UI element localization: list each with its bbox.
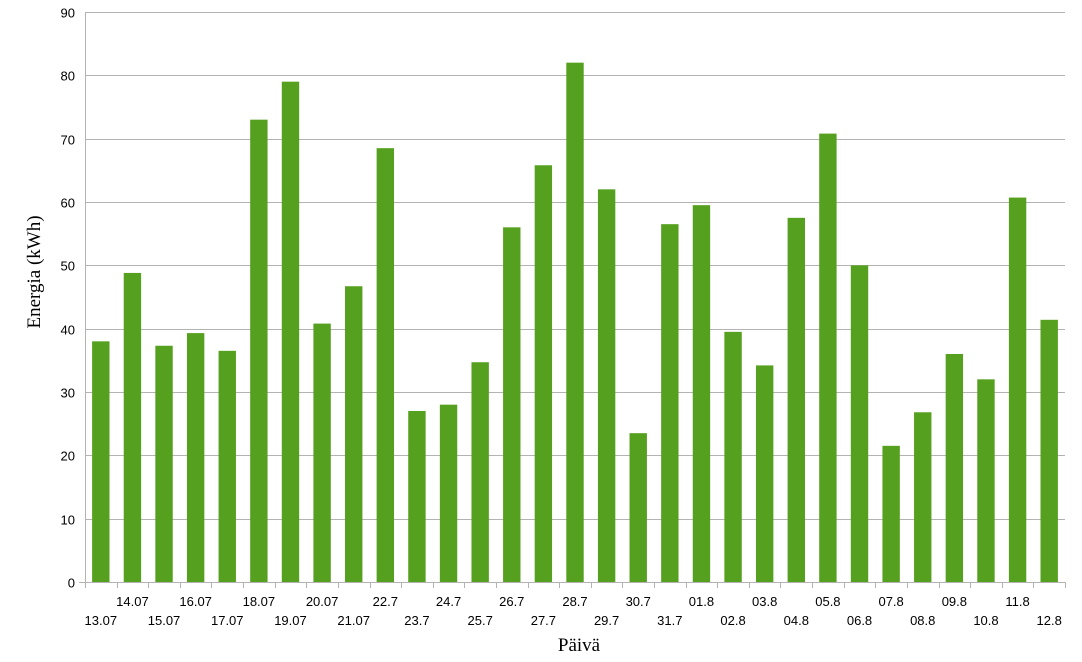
- x-tick-label: 02.8: [720, 613, 745, 628]
- x-tick-label: 31.7: [657, 613, 682, 628]
- y-tick-label: 30: [61, 386, 75, 401]
- x-tick-label: 19.07: [274, 613, 307, 628]
- x-tick-label: 11.8: [1005, 594, 1029, 609]
- bar-14.07: [123, 272, 142, 582]
- x-tick-label: 25.7: [468, 613, 493, 628]
- x-tick-label: 04.8: [784, 613, 809, 628]
- y-tick-label: 50: [61, 259, 75, 274]
- bar-18.07: [250, 119, 268, 583]
- x-tick-label: 30.7: [626, 594, 651, 609]
- x-tick-label: 17.07: [211, 613, 244, 628]
- x-tick-label: 24.7: [436, 594, 461, 609]
- y-tick-labels: 0 10 20 30 40 50 60 70 80 90: [61, 6, 75, 591]
- x-tick-label: 27.7: [531, 613, 556, 628]
- x-tick-labels: 13.07 14.07 15.07 16.07 17.07 18.07 19.07 20.07…: [85, 594, 1062, 628]
- x-tick-label: 07.8: [878, 594, 903, 609]
- x-tick-label: 18.07: [243, 594, 276, 609]
- bar-20.07: [313, 323, 331, 582]
- bar-11.8: [1008, 197, 1027, 582]
- bar-10.8: [977, 379, 995, 582]
- x-tick-label: 14.07: [116, 594, 149, 609]
- y-tick-label: 80: [61, 69, 75, 84]
- y-tick-label: 10: [61, 513, 75, 528]
- y-axis-title: Energia (kWh): [24, 215, 45, 328]
- x-axis-title: Päivä: [558, 635, 601, 656]
- bar-27.7: [534, 165, 553, 582]
- bar-29.7: [597, 189, 616, 582]
- bar-01.8: [692, 205, 711, 583]
- bar-22.7: [376, 148, 395, 583]
- bar-08.8: [914, 412, 932, 582]
- bar-30.7: [629, 433, 647, 582]
- y-tick-label: 60: [61, 196, 75, 211]
- y-tick-label: 40: [61, 323, 75, 338]
- bar-31.7: [661, 224, 679, 583]
- x-tick-label: 08.8: [910, 613, 935, 628]
- bar-26.7: [503, 227, 521, 582]
- x-tick-label: 01.8: [689, 594, 714, 609]
- bar-05.8: [819, 133, 837, 582]
- x-tick-label: 26.7: [499, 594, 524, 609]
- y-tick-label: 0: [68, 576, 75, 591]
- x-tick-label: 28.7: [562, 594, 587, 609]
- bar-19.07: [281, 81, 300, 583]
- x-tick-label: 12.8: [1037, 613, 1062, 628]
- bar-04.8: [787, 217, 805, 582]
- x-tick-label: 15.07: [148, 613, 181, 628]
- bar-12.8: [1040, 319, 1058, 582]
- bar-25.7: [471, 362, 489, 582]
- bar-06.8: [850, 265, 869, 582]
- bar-07.8: [882, 445, 900, 582]
- x-tick-label: 05.8: [815, 594, 840, 609]
- x-tick-label: 03.8: [752, 594, 777, 609]
- bar-24.7: [439, 404, 458, 582]
- x-tick-label: 20.07: [306, 594, 339, 609]
- bar-21.07: [345, 286, 363, 582]
- x-tick-label: 09.8: [942, 594, 967, 609]
- x-tick-label: 06.8: [847, 613, 872, 628]
- bar-23.7: [408, 411, 426, 582]
- y-tick-label: 20: [61, 449, 75, 464]
- bar-17.07: [218, 350, 236, 582]
- bars: [92, 62, 1058, 583]
- axes: [79, 12, 1066, 588]
- bar-13.07: [92, 341, 110, 582]
- bar-02.8: [724, 331, 742, 582]
- bar-28.7: [566, 62, 584, 583]
- y-tick-label: 70: [61, 133, 75, 148]
- x-tick-label: 16.07: [179, 594, 212, 609]
- x-tick-label: 29.7: [594, 613, 619, 628]
- y-tick-label: 90: [61, 6, 75, 21]
- bar-16.07: [186, 333, 205, 582]
- x-tick-label: 13.07: [85, 613, 118, 628]
- x-tick-label: 22.7: [373, 594, 398, 609]
- x-tick-label: 21.07: [337, 613, 370, 628]
- bar-09.8: [945, 354, 964, 582]
- x-tick-label: 10.8: [973, 613, 998, 628]
- bar-15.07: [155, 345, 173, 582]
- bar-03.8: [755, 365, 774, 582]
- x-tick-label: 23.7: [404, 613, 429, 628]
